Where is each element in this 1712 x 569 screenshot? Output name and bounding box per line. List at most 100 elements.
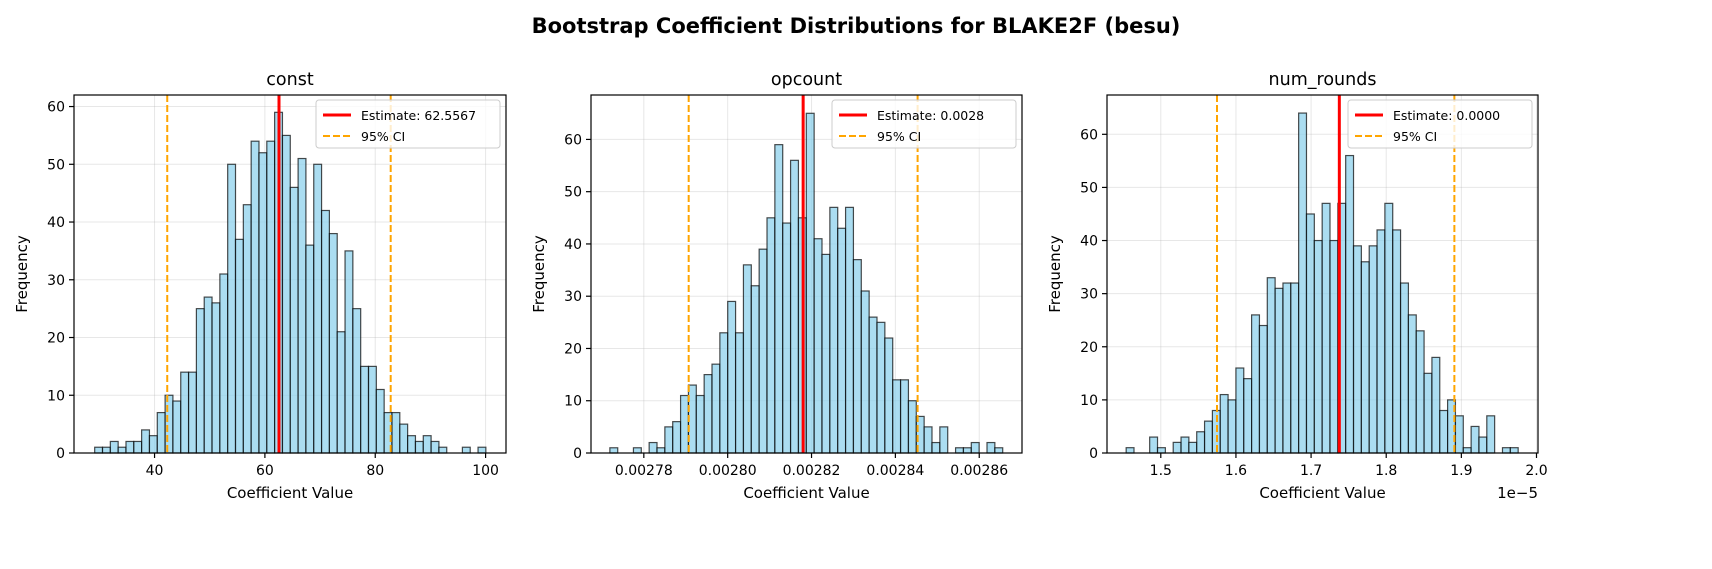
histogram-bar xyxy=(164,394,174,454)
histogram-bar xyxy=(899,379,910,454)
histogram-bar xyxy=(266,140,276,454)
histogram-bar xyxy=(1188,441,1198,454)
figure-title: Bootstrap Coefficient Distributions for … xyxy=(532,14,1181,38)
y-axis-label: Frequency xyxy=(530,235,548,313)
y-tick-label: 30 xyxy=(47,273,65,289)
histogram-bar xyxy=(829,206,839,454)
histogram-bar xyxy=(203,296,213,454)
histogram-bar xyxy=(1478,436,1488,454)
y-tick-label: 10 xyxy=(47,388,65,404)
axes-frame xyxy=(1106,94,1539,454)
x-tick-label: 1.8 xyxy=(1375,463,1397,479)
histogram-bar xyxy=(884,337,894,454)
histogram-bar xyxy=(1392,229,1402,454)
legend: Estimate: 62.5567 95% CI xyxy=(315,99,501,149)
y-axis-label: Frequency xyxy=(13,235,31,313)
histogram-bar xyxy=(94,446,104,454)
y-tick-label: 0 xyxy=(573,446,582,462)
legend-ci-label: 95% CI xyxy=(1393,129,1437,144)
histogram-bar xyxy=(962,447,972,454)
x-tick-label: 1.6 xyxy=(1225,463,1247,479)
histogram-bar xyxy=(125,440,135,454)
histogram-bar xyxy=(1298,112,1308,454)
y-tick-label: 50 xyxy=(47,157,65,173)
x-tick-label: 0.00284 xyxy=(866,463,924,479)
histogram-bar xyxy=(782,222,792,454)
histogram-bar xyxy=(923,426,933,454)
histogram-bar xyxy=(1439,409,1449,454)
histogram-bar xyxy=(430,440,440,454)
histogram-bar xyxy=(656,447,666,454)
histogram-bar xyxy=(1329,239,1339,454)
y-tick-label: 0 xyxy=(56,446,65,462)
histogram-bar xyxy=(407,435,417,454)
y-tick-label: 20 xyxy=(47,331,65,347)
histogram-bar xyxy=(727,300,737,454)
y-tick-label: 50 xyxy=(1080,180,1098,196)
histogram-bar xyxy=(242,204,252,454)
histogram-bar xyxy=(844,206,855,454)
histogram-bar xyxy=(461,446,471,454)
histogram-bar xyxy=(672,421,682,454)
histogram-bar xyxy=(970,441,980,454)
histogram-bar xyxy=(1368,245,1378,454)
legend-ci-label: 95% CI xyxy=(877,129,921,144)
histogram-bar xyxy=(211,302,221,454)
histogram-bar xyxy=(1282,282,1292,454)
histogram-bar xyxy=(258,152,268,454)
legend-box xyxy=(831,99,1017,149)
histogram-bar xyxy=(438,446,448,454)
histogram-bar xyxy=(422,435,432,454)
y-tick-label: 60 xyxy=(564,132,582,148)
histogram-bar xyxy=(1172,441,1182,454)
histogram-bar xyxy=(1345,154,1355,454)
x-tick-label: 0.00280 xyxy=(699,463,757,479)
y-tick-label: 30 xyxy=(1080,287,1098,303)
histogram-bar xyxy=(742,264,752,454)
legend-box xyxy=(315,99,501,149)
histogram-bar xyxy=(1470,425,1480,454)
histogram-bar xyxy=(1360,261,1370,454)
histogram-bar xyxy=(391,411,401,454)
x-tick-label: 2.0 xyxy=(1525,463,1547,479)
histogram-bar xyxy=(1196,431,1206,454)
histogram-bar xyxy=(328,232,338,454)
histogram-bar xyxy=(187,371,197,454)
histogram-bar xyxy=(1243,378,1253,454)
x-tick-label: 80 xyxy=(366,463,384,479)
histogram-bar xyxy=(141,429,151,454)
histogram-bar xyxy=(986,441,996,454)
histogram-bar xyxy=(994,447,1004,454)
legend-estimate-label: Estimate: 0.0000 xyxy=(1393,108,1500,123)
y-tick-label: 60 xyxy=(1080,127,1098,143)
x-tick-label: 0.00282 xyxy=(783,463,841,479)
histogram-bar xyxy=(1266,277,1276,454)
y-tick-label: 20 xyxy=(564,341,582,357)
histogram-bar xyxy=(320,209,330,454)
histogram-bar xyxy=(133,440,143,454)
histogram-bar xyxy=(1486,415,1496,454)
histogram-bar xyxy=(344,250,354,454)
histogram-bar xyxy=(711,363,721,454)
histogram-bar xyxy=(109,440,119,454)
legend-estimate-label: Estimate: 62.5567 xyxy=(361,108,476,123)
histogram-bar xyxy=(1423,372,1433,454)
histogram-bar xyxy=(789,159,800,454)
histogram-bar xyxy=(336,331,346,454)
subplot-title: const xyxy=(266,70,314,90)
subplot-title: num_rounds xyxy=(1269,70,1377,90)
histogram-bar xyxy=(250,140,260,454)
x-axis-label: Coefficient Value xyxy=(227,484,353,502)
y-tick-label: 20 xyxy=(1080,340,1098,356)
histogram-bar xyxy=(227,163,237,454)
histogram-bar xyxy=(1454,415,1464,454)
x-tick-label: 1.5 xyxy=(1150,463,1172,479)
histogram-bar xyxy=(695,394,705,454)
axes-frame xyxy=(590,94,1023,454)
histogram-bar xyxy=(860,290,870,454)
histogram-bar xyxy=(766,217,776,454)
histogram-bar xyxy=(1321,202,1331,454)
x-tick-label: 100 xyxy=(472,463,499,479)
histogram-bar xyxy=(375,388,385,454)
